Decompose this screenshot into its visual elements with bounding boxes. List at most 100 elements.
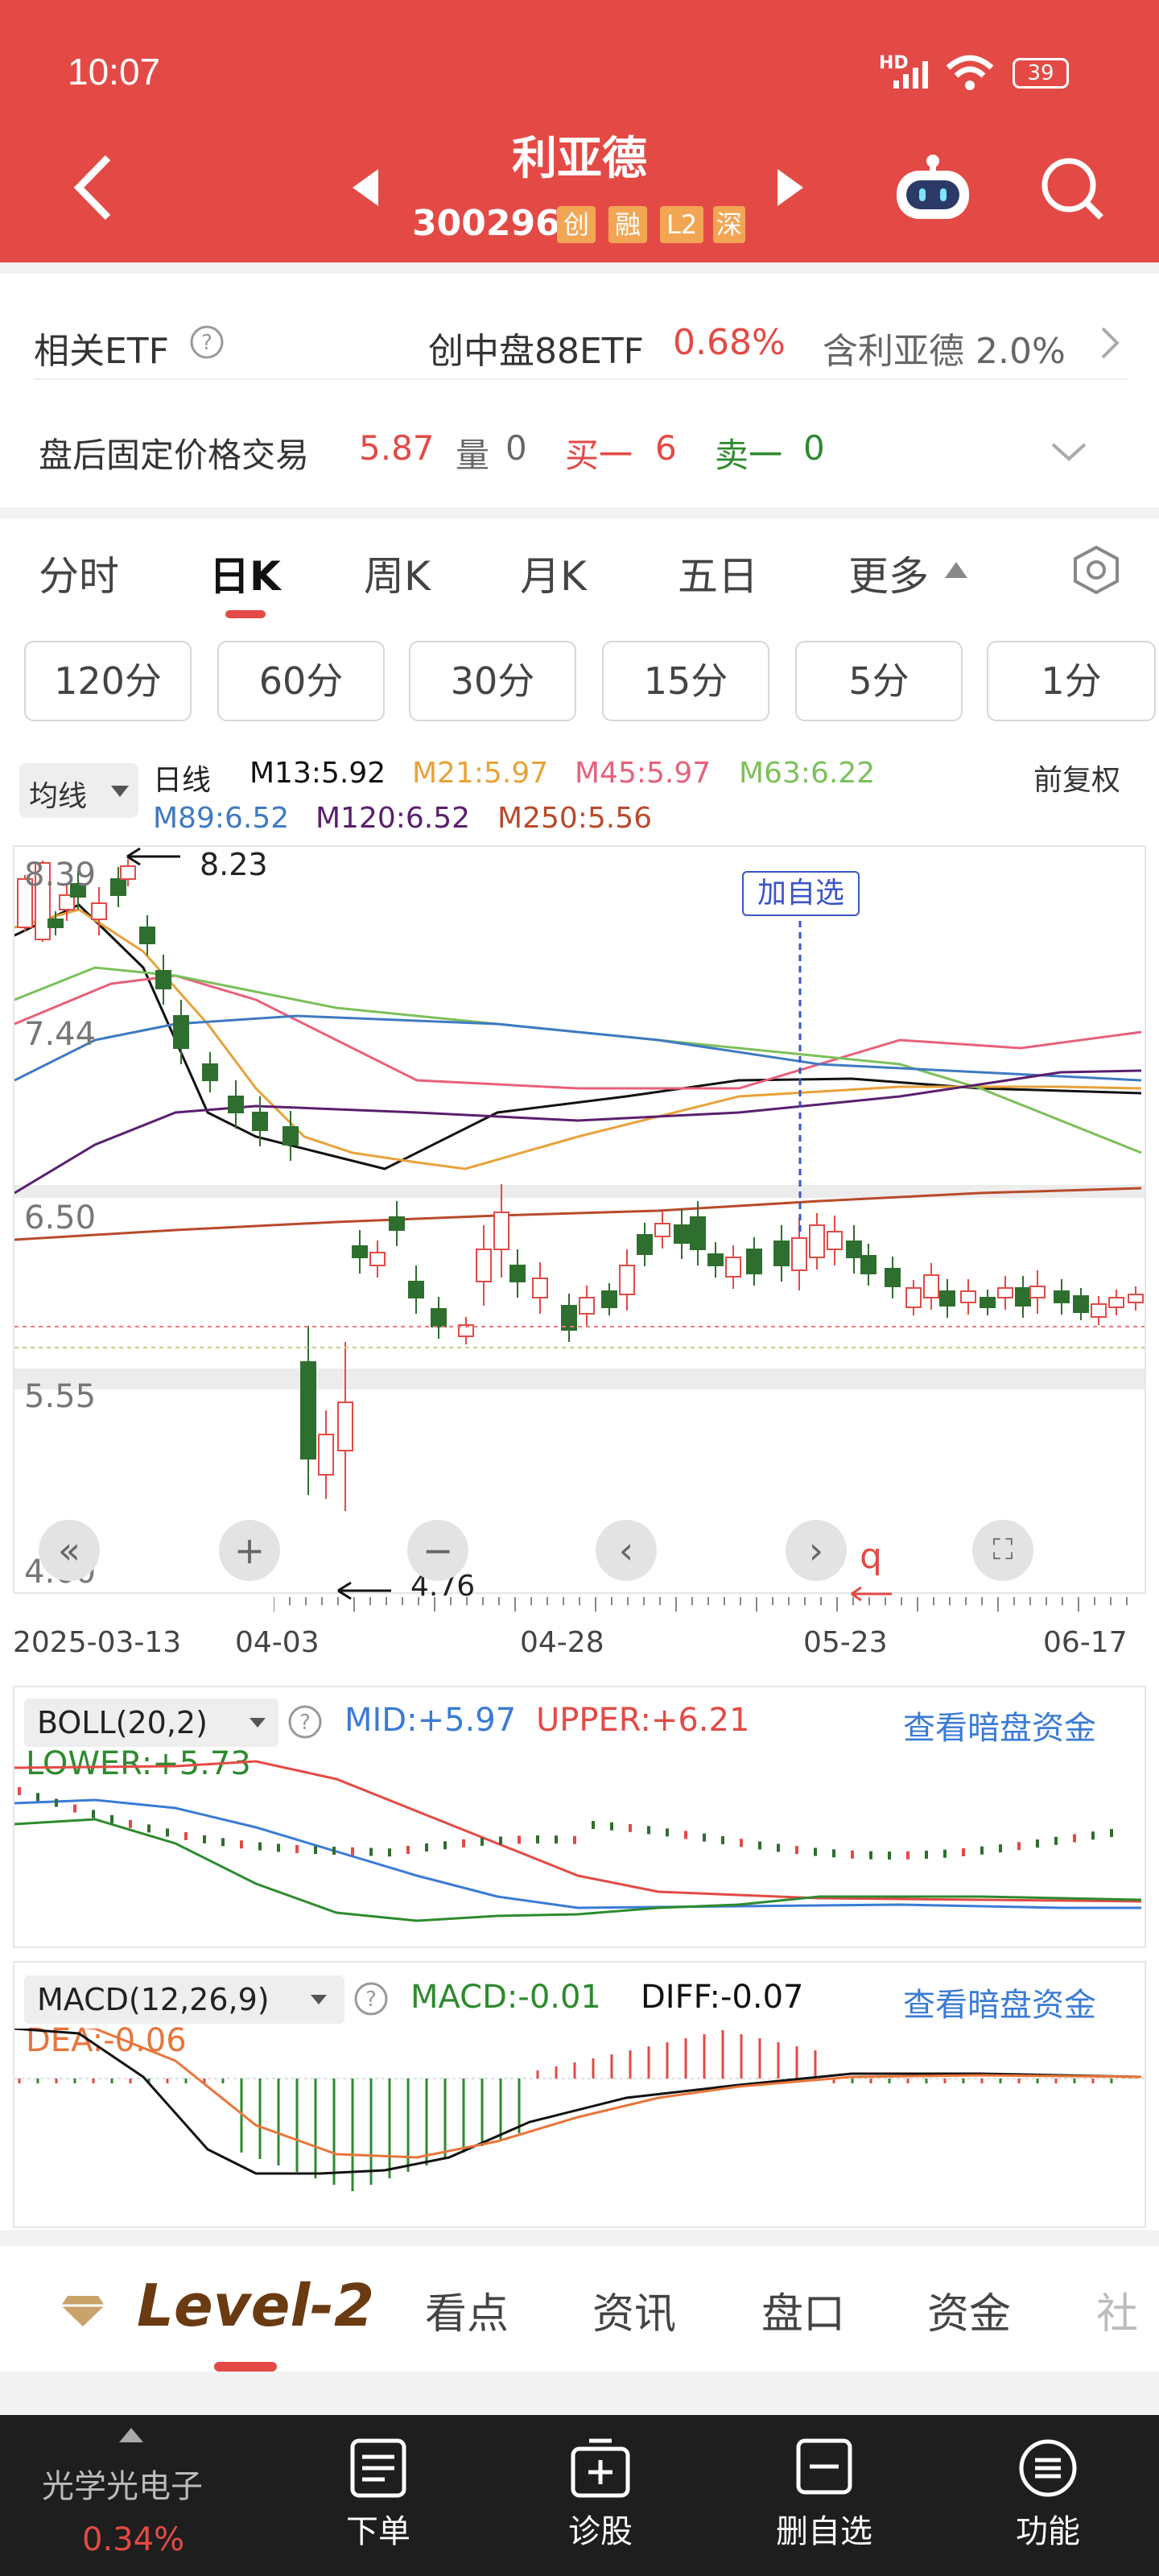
diamond-icon <box>61 2296 105 2326</box>
add-watch-tag[interactable]: 加自选 <box>742 871 860 916</box>
nav-active-indicator <box>214 2362 277 2372</box>
nav-highlights[interactable]: 看点 <box>425 2290 509 2339</box>
boll-upper-line <box>14 1760 1142 1903</box>
etf-holding: 含利亚德 2.0% <box>823 331 1066 372</box>
tab-five-day[interactable]: 五日 <box>678 553 758 600</box>
next-stock-icon[interactable] <box>774 167 806 208</box>
nav-news[interactable]: 资讯 <box>592 2290 677 2339</box>
action-diagnose[interactable]: 诊股 <box>568 2513 633 2550</box>
chevron-right-icon[interactable] <box>1098 324 1122 362</box>
volume-label: 量 <box>456 436 490 475</box>
candle-body <box>980 1297 996 1308</box>
help-icon[interactable]: ? <box>188 324 225 361</box>
boll-candle <box>425 1843 428 1852</box>
candle-body <box>389 1216 405 1231</box>
candle-body <box>47 919 64 928</box>
candle-body <box>579 1297 595 1315</box>
etf-name[interactable]: 创中盘88ETF <box>428 331 644 372</box>
candle-body <box>493 1212 509 1250</box>
zoom-in-button[interactable]: + <box>219 1520 280 1581</box>
macd-dark-pool-link[interactable]: 查看暗盘资金 <box>903 1987 1096 2024</box>
nav-funds[interactable]: 资金 <box>927 2290 1012 2339</box>
boll-candle <box>184 1831 188 1840</box>
ma-selector[interactable]: 均线 <box>19 763 138 818</box>
candle-body <box>725 1257 741 1278</box>
interval-1[interactable]: 1分 <box>987 641 1156 721</box>
boll-candle <box>999 1844 1002 1853</box>
candle-body <box>619 1265 635 1295</box>
tag-l2: L2 <box>660 206 704 243</box>
boll-candle <box>555 1835 558 1844</box>
interval-5[interactable]: 5分 <box>795 641 963 721</box>
action-order[interactable]: 下单 <box>346 2513 410 2550</box>
action-remove-watch[interactable]: 删自选 <box>776 2513 872 2550</box>
sector-name[interactable]: 光学光电子 <box>42 2468 203 2505</box>
interval-15[interactable]: 15分 <box>602 641 769 721</box>
triangle-up-icon <box>945 562 967 578</box>
candle-body <box>70 883 86 898</box>
high-mark: 8.23 <box>200 847 268 882</box>
help-icon[interactable]: ? <box>353 1980 390 2017</box>
tab-intraday[interactable]: 分时 <box>39 553 119 600</box>
boll-candle <box>592 1821 595 1830</box>
candle-body <box>997 1287 1013 1298</box>
candle-body <box>252 1112 268 1131</box>
menu-circle-icon <box>1019 2439 1077 2497</box>
tab-monthly-k[interactable]: 月K <box>520 553 587 600</box>
candle-body <box>1108 1297 1124 1308</box>
boll-candle <box>1054 1836 1058 1845</box>
network-indicator: HD <box>879 53 909 73</box>
boll-candle <box>203 1835 206 1843</box>
macd-selector[interactable]: MACD(12,26,9) <box>24 1975 344 2024</box>
fast-backward-button[interactable]: « <box>39 1520 100 1581</box>
action-functions[interactable]: 功能 <box>1016 2513 1080 2550</box>
level2-brand[interactable]: Level-2 <box>137 2272 375 2339</box>
boll-candle <box>518 1835 521 1844</box>
boll-candle <box>499 1836 502 1845</box>
kline-chart-frame[interactable] <box>13 845 1146 1594</box>
interval-60[interactable]: 60分 <box>217 641 385 721</box>
candle-body <box>431 1308 447 1327</box>
boll-candle <box>943 1849 947 1858</box>
next-candle-button[interactable]: › <box>786 1520 847 1581</box>
boll-candle <box>18 1787 21 1795</box>
candle-body <box>746 1249 762 1274</box>
boll-candle <box>610 1822 613 1831</box>
prev-candle-button[interactable]: ‹ <box>596 1520 657 1581</box>
interval-120[interactable]: 120分 <box>24 641 192 721</box>
boll-selector[interactable]: BOLL(20,2) <box>24 1699 278 1747</box>
fullscreen-button[interactable]: ⛶ <box>972 1520 1033 1581</box>
chevron-down-icon[interactable] <box>1050 440 1088 464</box>
tab-more[interactable]: 更多 <box>848 553 929 600</box>
candle-body <box>637 1234 653 1255</box>
settings-hexagon-icon[interactable] <box>1070 544 1122 596</box>
nav-order-book[interactable]: 盘口 <box>761 2290 846 2339</box>
candle-body <box>408 1281 424 1298</box>
boll-candle <box>703 1833 706 1842</box>
date-label-2: 04-03 <box>235 1626 320 1659</box>
boll-dark-pool-link[interactable]: 查看暗盘资金 <box>903 1710 1096 1747</box>
battery-icon: 39 <box>1013 58 1069 89</box>
zoom-out-button[interactable]: − <box>407 1520 468 1581</box>
search-icon[interactable] <box>1038 155 1106 222</box>
boll-candle <box>832 1849 835 1858</box>
boll-upper: UPPER:+6.21 <box>536 1702 750 1739</box>
tab-daily-k[interactable]: 日K <box>209 553 281 600</box>
candle-body <box>939 1290 955 1307</box>
help-icon[interactable]: ? <box>287 1703 324 1740</box>
candle-body <box>707 1253 724 1266</box>
tab-weekly-k[interactable]: 周K <box>364 553 431 600</box>
back-icon[interactable] <box>69 151 118 224</box>
robot-assistant-icon[interactable] <box>892 150 974 222</box>
boll-candle <box>851 1850 854 1859</box>
boll-candle <box>721 1836 724 1845</box>
ma-m45: M45:5.97 <box>575 757 711 790</box>
interval-30[interactable]: 30分 <box>409 641 576 721</box>
ma-m13: M13:5.92 <box>250 757 386 790</box>
after-hours-price: 5.87 <box>359 428 435 468</box>
candle-body <box>202 1063 218 1081</box>
nav-community[interactable]: 社 <box>1096 2290 1139 2339</box>
prev-stock-icon[interactable] <box>349 167 382 208</box>
boll-candle <box>462 1839 465 1847</box>
adjust-toggle[interactable]: 前复权 <box>1033 764 1121 797</box>
